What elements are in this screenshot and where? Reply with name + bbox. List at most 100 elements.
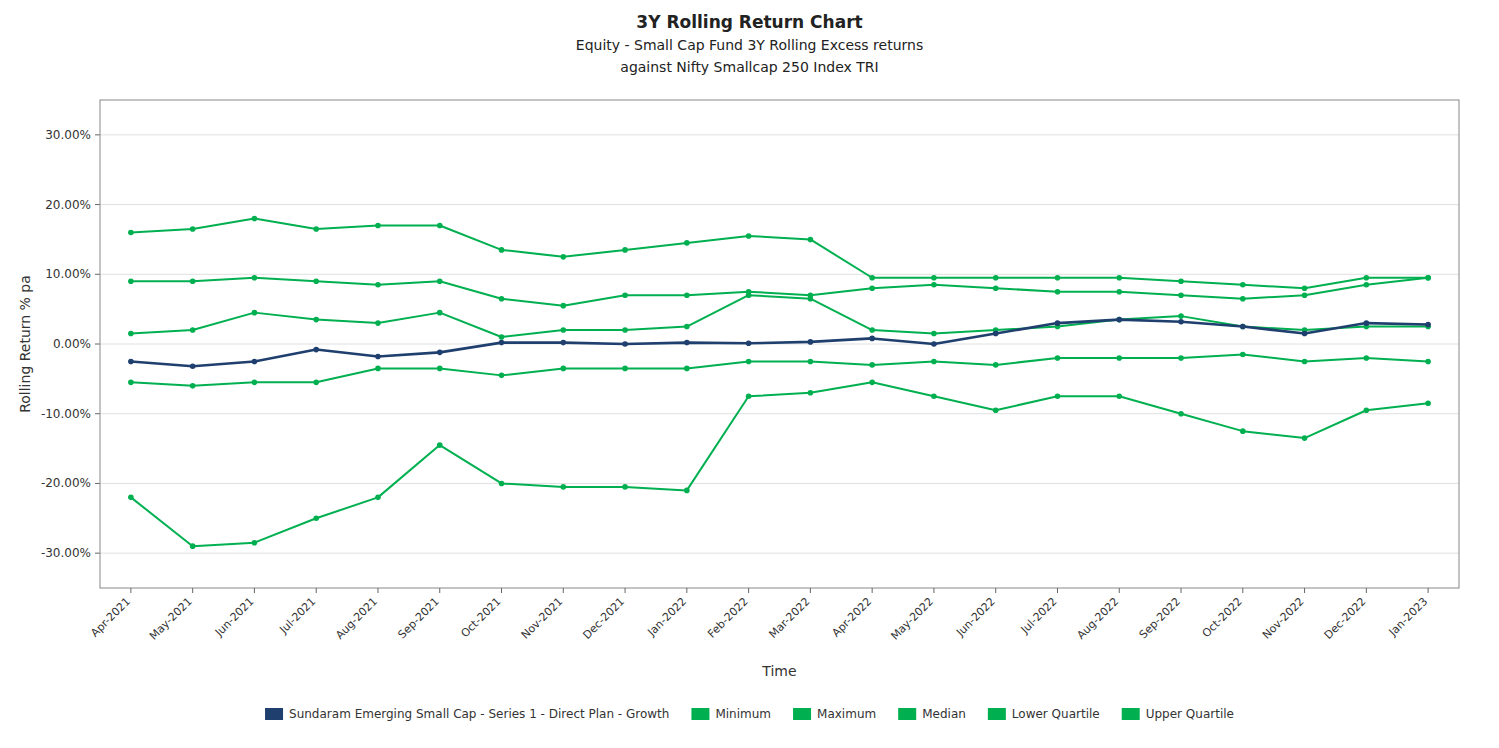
x-tick: [1181, 588, 1182, 593]
series-marker: [499, 340, 505, 346]
series: [128, 352, 1431, 389]
legend-item: Minimum: [691, 707, 771, 721]
grid-line: [100, 413, 1459, 414]
legend: Sundaram Emerging Small Cap - Series 1 -…: [265, 707, 1234, 721]
series-marker: [128, 331, 134, 337]
series-marker: [622, 484, 628, 490]
legend-label: Median: [922, 707, 966, 721]
series-marker: [1055, 289, 1061, 295]
series-marker: [808, 339, 814, 345]
series-marker: [869, 362, 875, 368]
title: Equity - Small Cap Fund 3Y Rolling Exces…: [576, 37, 923, 53]
series-marker: [1302, 435, 1308, 441]
x-tick: [872, 588, 873, 593]
series-marker: [1364, 355, 1370, 361]
series-marker: [931, 359, 937, 365]
series-marker: [1116, 393, 1122, 399]
grid-line: [100, 553, 1459, 554]
series-marker: [128, 380, 134, 386]
legend-label: Maximum: [817, 707, 876, 721]
series-marker: [1302, 359, 1308, 365]
x-tick: [810, 588, 811, 593]
series: [128, 275, 1431, 308]
series-marker: [252, 275, 258, 281]
series-marker: [499, 334, 505, 340]
series-marker: [1055, 393, 1061, 399]
series-marker: [190, 364, 196, 370]
legend-item: Median: [898, 707, 966, 721]
x-tick-label: Feb-2022: [705, 595, 751, 641]
series-marker: [931, 393, 937, 399]
series-marker: [499, 481, 505, 487]
grid: [100, 135, 1459, 553]
series-marker: [1364, 320, 1370, 326]
series-marker: [313, 226, 319, 232]
series-marker: [869, 275, 875, 281]
x-tick-label: Jan-2022: [644, 595, 688, 639]
x-tick-label: Apr-2022: [830, 595, 875, 640]
x-tick: [686, 588, 687, 593]
series: [128, 317, 1431, 369]
series-marker: [128, 278, 134, 284]
series-marker: [313, 317, 319, 323]
series-marker: [684, 324, 690, 330]
series-marker: [375, 495, 381, 501]
series-marker: [1425, 275, 1431, 281]
x-tick-label: Jan-2023: [1386, 595, 1430, 639]
series-marker: [1055, 355, 1061, 361]
y-tick: [95, 274, 100, 275]
series-marker: [190, 383, 196, 389]
x-tick-label: Oct-2021: [458, 595, 503, 640]
series-marker: [993, 285, 999, 291]
x-tick-label: Jul-2021: [276, 595, 318, 637]
x-tick-label: Jul-2022: [1018, 595, 1060, 637]
grid-line: [100, 483, 1459, 484]
series-marker: [1240, 352, 1246, 358]
x-tick: [1242, 588, 1243, 593]
series-marker: [1178, 411, 1184, 417]
series-line: [131, 278, 1428, 306]
series-marker: [375, 320, 381, 326]
series-marker: [1116, 317, 1122, 323]
x-tick: [192, 588, 193, 593]
series-marker: [869, 336, 875, 342]
series-line: [131, 219, 1428, 289]
series-marker: [931, 341, 937, 347]
series-marker: [313, 515, 319, 521]
series-marker: [1055, 275, 1061, 281]
series-marker: [437, 310, 443, 316]
series-marker: [499, 296, 505, 302]
series-marker: [1055, 320, 1061, 326]
series-marker: [808, 390, 814, 396]
series-marker: [1425, 359, 1431, 365]
series-marker: [1116, 355, 1122, 361]
series-marker: [437, 278, 443, 284]
series-marker: [746, 233, 752, 239]
legend-label: Upper Quartile: [1146, 707, 1234, 721]
series-marker: [437, 223, 443, 229]
series-marker: [684, 292, 690, 298]
x-tick: [1366, 588, 1367, 593]
series-marker: [1116, 275, 1122, 281]
legend-swatch: [988, 708, 1006, 720]
series-line: [131, 354, 1428, 385]
series-marker: [1240, 296, 1246, 302]
series-marker: [252, 310, 258, 316]
series-marker: [190, 278, 196, 284]
x-tick: [130, 588, 131, 593]
legend-label: Lower Quartile: [1012, 707, 1100, 721]
title: 3Y Rolling Return Chart: [636, 12, 862, 32]
series-marker: [993, 331, 999, 337]
series-marker: [190, 327, 196, 333]
series-marker: [128, 495, 134, 501]
y-axis-label: Rolling Return % pa: [17, 275, 33, 413]
x-tick-label: Oct-2022: [1200, 595, 1245, 640]
series-marker: [252, 540, 258, 546]
x-tick: [439, 588, 440, 593]
series-marker: [252, 359, 258, 365]
x-tick: [1119, 588, 1120, 593]
legend-item: Lower Quartile: [988, 707, 1100, 721]
series-marker: [1178, 355, 1184, 361]
series-marker: [931, 275, 937, 281]
x-tick: [748, 588, 749, 593]
